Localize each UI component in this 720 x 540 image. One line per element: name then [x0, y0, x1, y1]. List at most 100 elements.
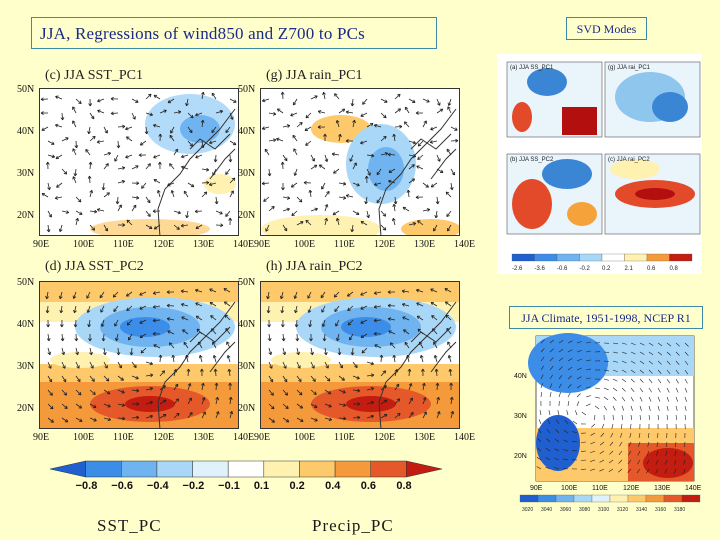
svd-modes-figure: (a) JJA SS_PC1 (g) JJA rai_PC1 (b) JJA SS_…: [497, 54, 702, 274]
clim-colorbar-label: 3160: [655, 507, 666, 513]
svd-colorbar-segment: [624, 253, 648, 262]
clim-lon-tick: 130E: [654, 485, 671, 492]
lon-tick-label: 90E: [254, 239, 271, 250]
lon-tick-label: 120E: [153, 432, 175, 443]
lon-tick-label: 140E: [454, 432, 476, 443]
clim-colorbar-label: 3060: [560, 507, 571, 513]
clim-colorbar-label: 3120: [617, 507, 628, 513]
lon-tick-label: 110E: [334, 432, 355, 443]
colorbar-tick-label: 0.1: [253, 480, 270, 492]
clim-colorbar-segment: [537, 494, 557, 503]
lon-tick-label: 140E: [233, 239, 255, 250]
lat-tick-label: 40N: [238, 319, 256, 330]
lon-tick-label: 120E: [374, 239, 396, 250]
clim-lon-tick: 90E: [530, 485, 543, 492]
colorbar-tick-label: −0.4: [146, 480, 169, 492]
main-colorbar: [50, 460, 442, 478]
lon-tick-label: 90E: [33, 239, 50, 250]
clim-colorbar-label: 3140: [636, 507, 647, 513]
lon-tick-label: 110E: [113, 432, 134, 443]
lat-tick-label: 20N: [17, 403, 35, 414]
clim-colorbar-label: 3040: [541, 507, 552, 513]
climate-label: JJA Climate, 1951-1998, NCEP R1: [509, 306, 703, 329]
clim-colorbar-segment: [681, 494, 701, 503]
svd-modes-label: SVD Modes: [566, 17, 647, 40]
svd-colorbar-segment: [669, 253, 693, 262]
svd-map-panel: (c) JJA rai_PC2: [604, 153, 701, 235]
colorbar-tick-label: 0.8: [396, 480, 412, 492]
precip-pc-label: Precip_PC: [312, 516, 394, 535]
clim-lat-tick: 40N: [514, 373, 527, 380]
lon-tick-label: 130E: [193, 432, 215, 443]
lon-tick-label: 90E: [254, 432, 271, 443]
lat-tick-label: 40N: [238, 126, 256, 137]
clim-colorbar-segment: [627, 494, 647, 503]
clim-lon-tick: 120E: [623, 485, 640, 492]
svd-colorbar-segment: [556, 253, 580, 262]
lon-tick-label: 140E: [454, 239, 476, 250]
clim-colorbar-segment: [645, 494, 665, 503]
panel-label: (g) JJA rain_PC1: [266, 68, 363, 83]
clim-lon-tick: 140E: [685, 485, 702, 492]
colorbar-tick-label: 0.4: [325, 480, 341, 492]
lat-tick-label: 40N: [17, 126, 35, 137]
svd-colorbar-segment: [579, 253, 603, 262]
svd-colorbar-label: -2.6: [512, 266, 523, 272]
regression-map: [39, 281, 239, 429]
clim-lon-tick: 110E: [592, 485, 608, 492]
lon-tick-label: 130E: [193, 239, 215, 250]
svd-colorbar-label: 0.2: [602, 266, 611, 272]
lon-tick-label: 100E: [73, 432, 95, 443]
clim-colorbar-label: 3100: [598, 507, 609, 513]
svd-colorbar-label: -3.6: [535, 266, 546, 272]
lat-tick-label: 30N: [17, 168, 35, 179]
regression-map: [260, 88, 460, 236]
svd-colorbar-label: 2.1: [625, 266, 634, 272]
svd-colorbar-segment: [511, 253, 535, 262]
panel-label: (d) JJA SST_PC2: [45, 259, 144, 274]
lon-tick-label: 130E: [414, 432, 436, 443]
lat-tick-label: 50N: [238, 277, 256, 288]
colorbar-tick-label: −0.6: [111, 480, 133, 492]
svd-panel-label: (a) JJA SS_PC1: [510, 65, 554, 71]
regression-map: [260, 281, 460, 429]
svd-panel-label: (b) JJA SS_PC2: [510, 157, 554, 163]
panel-label: (h) JJA rain_PC2: [266, 259, 363, 274]
svd-colorbar-label: 0.8: [670, 266, 679, 272]
clim-colorbar-segment: [555, 494, 575, 503]
lon-tick-label: 130E: [414, 239, 436, 250]
svd-panel-label: (c) JJA rai_PC2: [608, 157, 650, 163]
clim-colorbar-segment: [519, 494, 539, 503]
lat-tick-label: 20N: [238, 210, 256, 221]
lat-tick-label: 30N: [238, 168, 256, 179]
colorbar-tick-label: −0.1: [218, 480, 240, 492]
lat-tick-label: 20N: [238, 403, 256, 414]
lat-tick-label: 40N: [17, 319, 35, 330]
svd-map-panel: (b) JJA SS_PC2: [506, 153, 603, 235]
svd-map-panel: (a) JJA SS_PC1: [506, 61, 603, 138]
svd-colorbar-segment: [534, 253, 558, 262]
lat-tick-label: 30N: [17, 361, 35, 372]
climate-figure: 40N 30N 20N 90E 100E 110E 120E 130E 140E 3020 3040…: [508, 333, 708, 513]
lon-tick-label: 90E: [33, 432, 50, 443]
lon-tick-label: 120E: [374, 432, 396, 443]
svd-panel-label: (g) JJA rai_PC1: [608, 65, 651, 71]
regression-map: [39, 88, 239, 236]
panel-label: (c) JJA SST_PC1: [45, 68, 144, 83]
lon-tick-label: 110E: [334, 239, 355, 250]
main-title: JJA, Regressions of wind850 and Z700 to …: [31, 17, 437, 49]
lon-tick-label: 100E: [294, 239, 316, 250]
lat-tick-label: 50N: [17, 277, 35, 288]
clim-colorbar-segment: [663, 494, 683, 503]
lat-tick-label: 30N: [238, 361, 256, 372]
svd-colorbar-label: -0.6: [557, 266, 568, 272]
clim-lat-tick: 20N: [514, 453, 527, 460]
svd-colorbar-label: 0.6: [647, 266, 656, 272]
clim-colorbar-label: 3180: [674, 507, 685, 513]
clim-colorbar-segment: [609, 494, 629, 503]
svd-map-panel: (g) JJA rai_PC1: [604, 61, 701, 138]
lon-tick-label: 100E: [73, 239, 95, 250]
clim-colorbar-label: 3080: [579, 507, 590, 513]
colorbar-tick-label: −0.2: [182, 480, 205, 492]
lon-tick-label: 120E: [153, 239, 175, 250]
